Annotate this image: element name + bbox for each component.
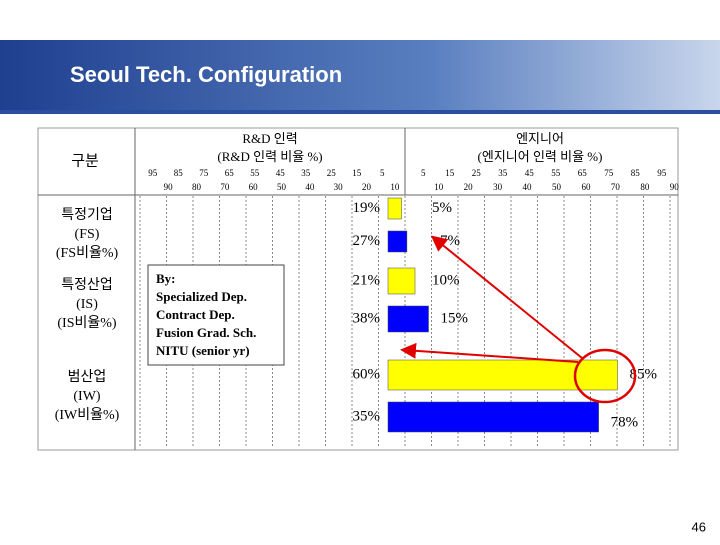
figure-frame	[37, 127, 679, 451]
scale-label: 35	[301, 168, 311, 178]
annotations	[400, 235, 637, 404]
scale-label: 55	[250, 168, 260, 178]
note-line: Specialized Dep.	[156, 289, 247, 304]
bar	[387, 267, 416, 295]
rnd-value: 60%	[353, 366, 381, 382]
corner-label: 구분	[71, 153, 99, 169]
scale-label: 90	[164, 182, 174, 192]
bar	[387, 359, 618, 391]
row-label: (IW)	[73, 389, 101, 404]
row-label: (IW비율%)	[55, 407, 120, 423]
scale-label: 10	[390, 182, 400, 192]
rnd-value: 21%	[353, 272, 381, 288]
scale-label: 50	[277, 182, 287, 192]
note-line: NITU (senior yr)	[156, 343, 250, 358]
scale-label: 10	[434, 182, 444, 192]
scale-label: 20	[362, 182, 372, 192]
note-line: Contract Dep.	[156, 307, 235, 322]
eng-value: 15%	[441, 310, 469, 326]
header-rule	[0, 110, 720, 114]
rnd-value: 38%	[353, 310, 381, 326]
scale-label: 40	[523, 182, 533, 192]
scale-label: 20	[464, 182, 474, 192]
scale-label: 30	[334, 182, 344, 192]
bar	[387, 305, 429, 333]
scale-label: 65	[225, 168, 235, 178]
scale-label: 25	[327, 168, 337, 178]
row-label: (FS비율%)	[56, 245, 119, 261]
row-label: (IS비율%)	[57, 315, 117, 331]
rnd-subheader: (R&D 인력 비율 %)	[217, 149, 322, 164]
rnd-header: R&D 인력	[242, 131, 297, 146]
scale-label: 40	[305, 182, 315, 192]
scale-label: 45	[276, 168, 286, 178]
eng-subheader: (엔지니어 인력 비율 %)	[478, 149, 603, 164]
row-label: (FS)	[75, 227, 100, 242]
scale-label: 80	[640, 182, 650, 192]
scale-label: 60	[249, 182, 259, 192]
eng-value: 85%	[630, 366, 658, 382]
scale-label: 30	[493, 182, 503, 192]
eng-header: 엔지니어	[516, 131, 564, 146]
scale-label: 80	[192, 182, 202, 192]
bar	[387, 197, 402, 220]
row-label: (IS)	[76, 297, 98, 312]
header-band	[0, 40, 720, 110]
scale-label: 95	[657, 168, 667, 178]
scale-label: 90	[670, 182, 680, 192]
scale-label: 15	[352, 168, 362, 178]
scale-label: 65	[578, 168, 588, 178]
scale-label: 70	[611, 182, 621, 192]
figure: 구분 R&D 인력 (R&D 인력 비율 %) 엔지니어 (엔지니어 인력 비율…	[37, 127, 680, 451]
scale-label: 60	[581, 182, 591, 192]
bar	[387, 401, 599, 433]
eng-value: 78%	[611, 414, 639, 430]
note-line: Fusion Grad. Sch.	[156, 325, 256, 340]
rnd-value: 19%	[353, 200, 381, 216]
scale-label: 5	[380, 168, 385, 178]
note-line: By:	[156, 271, 176, 286]
row-label: 특정산업	[61, 277, 113, 293]
row-label: 범산업	[68, 369, 107, 385]
rnd-value: 27%	[353, 233, 381, 249]
scale-label: 85	[631, 168, 641, 178]
rnd-value: 35%	[353, 408, 381, 424]
scale-label: 75	[199, 168, 209, 178]
arrow	[400, 342, 579, 363]
scale-label: 95	[148, 168, 158, 178]
page-number: 46	[692, 519, 706, 534]
arrow	[430, 235, 583, 359]
row-label: 특정기업	[61, 207, 113, 223]
bar	[387, 230, 408, 253]
slide-title: Seoul Tech. Configuration	[70, 62, 342, 87]
eng-value: 10%	[432, 272, 460, 288]
scale-label: 55	[551, 168, 561, 178]
scale-label: 35	[498, 168, 508, 178]
scale-label: 45	[525, 168, 535, 178]
scale-label: 85	[174, 168, 184, 178]
scale-label: 25	[472, 168, 482, 178]
scale-label: 70	[220, 182, 230, 192]
scale-label: 75	[604, 168, 614, 178]
scale-label: 5	[421, 168, 426, 178]
scale-label: 15	[445, 168, 455, 178]
highlight-circle	[573, 348, 637, 404]
eng-value: 5%	[432, 200, 452, 216]
note-box	[147, 264, 285, 366]
scale-label: 50	[552, 182, 562, 192]
